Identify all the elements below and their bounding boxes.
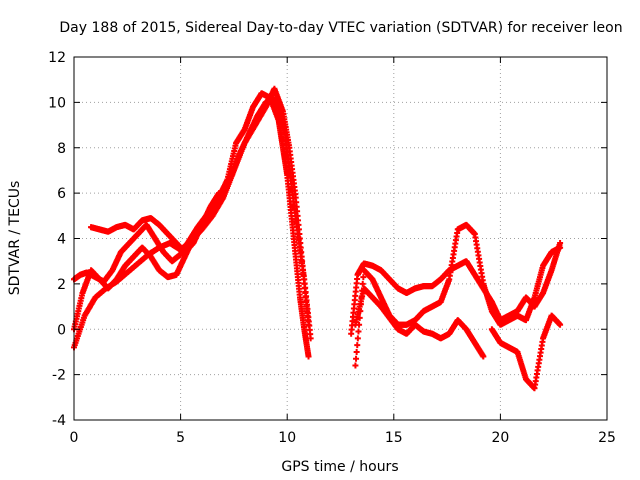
y-tick-label: -2 <box>52 368 66 384</box>
series-sat-c <box>71 85 312 351</box>
chart-title: Day 188 of 2015, Sidereal Day-to-day VTE… <box>59 20 622 36</box>
y-tick-label: 12 <box>48 50 66 66</box>
data-point <box>305 321 312 328</box>
data-point <box>305 353 312 360</box>
series-sat-d <box>88 190 222 256</box>
data-point <box>354 342 361 349</box>
series-sat-h <box>488 312 564 392</box>
y-tick-label: 10 <box>48 95 66 111</box>
x-axis-label: GPS time / hours <box>281 459 398 475</box>
y-tick-label: 8 <box>57 141 66 157</box>
series-sat-a <box>71 90 312 360</box>
data-point <box>557 244 564 251</box>
data-point <box>355 328 362 335</box>
y-tick-label: 6 <box>57 186 66 202</box>
data-point <box>359 280 366 287</box>
data-point <box>215 190 222 197</box>
y-tick-label: 2 <box>57 277 66 293</box>
data-point <box>353 355 360 362</box>
y-tick-label: 0 <box>57 322 66 338</box>
y-tick-label: -4 <box>52 413 66 429</box>
x-tick-label: 20 <box>491 430 509 446</box>
x-tick-label: 0 <box>70 430 79 446</box>
axes: 0 5 10 15 20 25 -4 -2 0 2 4 6 8 10 12 <box>48 50 616 446</box>
data-point <box>557 321 564 328</box>
data-point <box>360 274 367 281</box>
data-point <box>352 362 359 369</box>
series-sat-b <box>71 94 314 342</box>
y-axis-label: SDTVAR / TECUs <box>7 181 23 296</box>
x-tick-label: 25 <box>598 430 616 446</box>
y-tick-label: 4 <box>57 232 66 248</box>
data-point <box>354 335 361 342</box>
data-point <box>480 353 487 360</box>
x-tick-label: 10 <box>278 430 296 446</box>
data-point <box>353 348 360 355</box>
x-tick-label: 5 <box>176 430 185 446</box>
series-sat-f <box>352 221 564 369</box>
grid <box>74 57 607 420</box>
data-point <box>307 335 314 342</box>
data-series <box>71 85 564 392</box>
x-tick-label: 15 <box>385 430 403 446</box>
series-sat-g <box>352 285 487 360</box>
